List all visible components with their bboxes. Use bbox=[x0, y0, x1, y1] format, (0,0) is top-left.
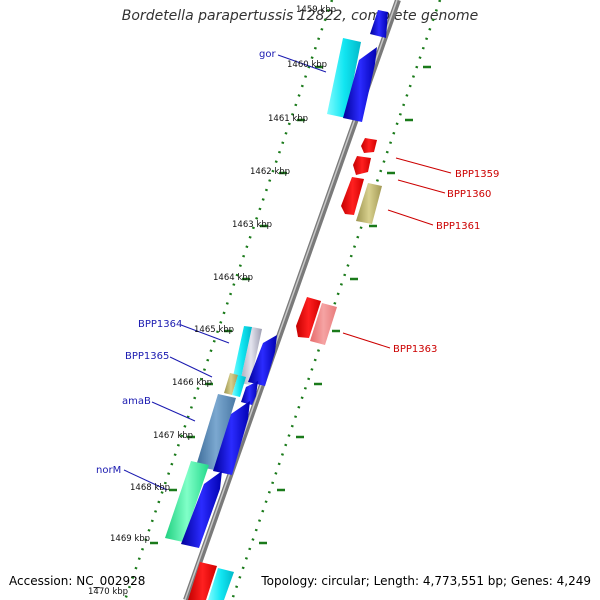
scale-label-1459: 1459 kbp bbox=[296, 5, 336, 15]
gene-BPP1363-red[interactable] bbox=[296, 297, 321, 338]
gene-forward-top[interactable] bbox=[370, 10, 388, 38]
gene-norM[interactable] bbox=[165, 461, 209, 542]
reverse-gene-labels: BPP1359 BPP1360 BPP1361 BPP1363 bbox=[393, 169, 499, 355]
gene-label-BPP1364[interactable]: BPP1364 bbox=[138, 319, 182, 330]
scale-label-1469: 1469 kbp bbox=[110, 534, 150, 544]
gene-label-BPP1359[interactable]: BPP1359 bbox=[455, 169, 499, 180]
gene-label-BPP1363[interactable]: BPP1363 bbox=[393, 344, 437, 355]
gene-BPP1364-gray[interactable] bbox=[240, 327, 262, 385]
accession-label: Accession: NC_002928 bbox=[9, 574, 146, 588]
scale-label-1468: 1468 kbp bbox=[130, 483, 170, 493]
scale-label-1463: 1463 kbp bbox=[232, 220, 272, 230]
scale-label-1466: 1466 kbp bbox=[172, 378, 212, 388]
forward-gene-labels: gor BPP1364 BPP1365 amaB norM bbox=[96, 49, 276, 476]
label-leaders bbox=[123, 54, 452, 491]
major-ticks bbox=[150, 65, 431, 545]
gene-forward-1466[interactable] bbox=[241, 381, 258, 405]
gene-forward-bottom-cyan[interactable] bbox=[208, 568, 234, 600]
gene-BPP1363[interactable] bbox=[310, 303, 337, 345]
gene-forward-1459[interactable] bbox=[343, 47, 377, 122]
gene-forward-bottom-red[interactable] bbox=[188, 562, 217, 600]
gene-label-norM[interactable]: norM bbox=[96, 465, 121, 476]
gene-BPP1359[interactable] bbox=[361, 138, 377, 153]
genome-stats-label: Topology: circular; Length: 4,773,551 bp… bbox=[261, 574, 591, 588]
gene-BPP1361[interactable] bbox=[356, 183, 382, 224]
scale-label-1462: 1462 kbp bbox=[250, 167, 290, 177]
gene-label-BPP1361[interactable]: BPP1361 bbox=[436, 221, 480, 232]
scale-label-1461: 1461 kbp bbox=[268, 114, 308, 124]
scale-label-1470: 1470 kbp bbox=[88, 587, 128, 597]
gene-BPP1365-khaki[interactable] bbox=[224, 373, 238, 395]
gene-BPP1360[interactable] bbox=[353, 156, 371, 175]
gene-BPP1364[interactable] bbox=[232, 326, 252, 383]
gene-forward-1467[interactable] bbox=[213, 401, 250, 475]
gene-gor[interactable] bbox=[327, 38, 361, 118]
gene-label-amaB[interactable]: amaB bbox=[122, 396, 151, 407]
gene-label-BPP1365[interactable]: BPP1365 bbox=[125, 351, 169, 362]
gene-amaB[interactable] bbox=[196, 394, 236, 470]
gene-forward-1465[interactable] bbox=[248, 335, 277, 386]
scale-label-1464: 1464 kbp bbox=[213, 273, 253, 283]
scale-labels: 1459 kbp 1460 kbp 1461 kbp 1462 kbp 1463… bbox=[88, 5, 336, 597]
inner-tick-track bbox=[123, 0, 334, 600]
gene-forward-1468[interactable] bbox=[181, 471, 222, 548]
scale-label-1465: 1465 kbp bbox=[194, 325, 234, 335]
scale-label-1460: 1460 kbp bbox=[287, 60, 327, 70]
gene-BPP1361-red[interactable] bbox=[341, 177, 364, 215]
gene-label-gor[interactable]: gor bbox=[259, 49, 276, 60]
scale-label-1467: 1467 kbp bbox=[153, 431, 193, 441]
gene-BPP1365[interactable] bbox=[232, 375, 246, 397]
gene-label-BPP1360[interactable]: BPP1360 bbox=[447, 189, 491, 200]
